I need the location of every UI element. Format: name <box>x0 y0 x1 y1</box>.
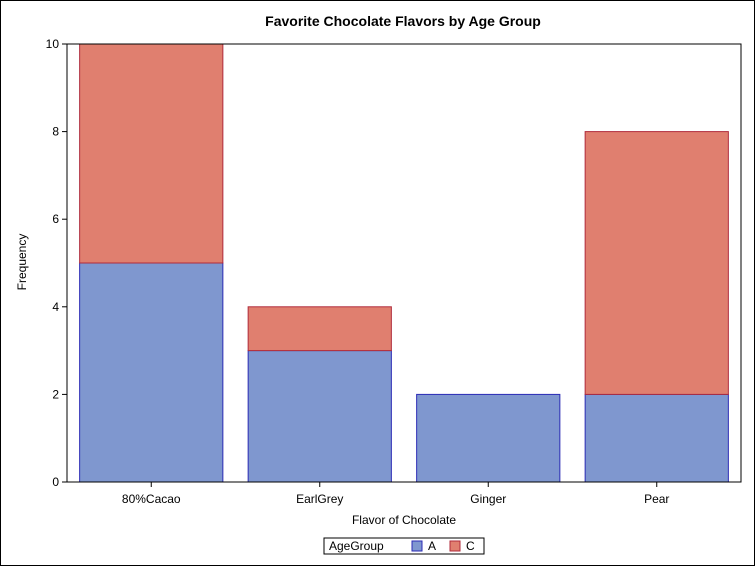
y-axis-label: Frequency <box>15 234 29 291</box>
bar-a-3 <box>584 393 729 483</box>
y-tick-label: 10 <box>46 37 60 51</box>
x-tick-label: EarlGrey <box>296 492 343 506</box>
bar-a-2 <box>416 393 561 483</box>
legend-box <box>323 537 485 555</box>
x-axis: 80%Cacao EarlGrey Ginger Pear <box>122 482 669 506</box>
y-tick-label: 0 <box>52 475 59 489</box>
x-tick-label: Ginger <box>470 492 506 506</box>
x-axis-label: Flavor of Chocolate <box>352 513 456 527</box>
legend-swatch-c <box>449 540 461 552</box>
y-tick-label: 8 <box>52 125 59 139</box>
legend-swatch-a <box>411 540 423 552</box>
bar-a-1 <box>247 350 392 483</box>
bar-c-3 <box>584 131 729 395</box>
bar-c-1 <box>247 306 392 352</box>
legend-label-a: A <box>428 539 436 553</box>
bar-a-0 <box>79 262 224 483</box>
y-tick-label: 4 <box>52 300 59 314</box>
bar-c-0 <box>79 43 224 264</box>
y-tick-label: 6 <box>52 212 59 226</box>
x-tick-label: 80%Cacao <box>122 492 181 506</box>
bars-group <box>79 43 729 483</box>
legend-label-c: C <box>466 539 475 553</box>
chart-title: Favorite Chocolate Flavors by Age Group <box>265 13 541 29</box>
y-axis: 0 2 4 6 8 10 <box>46 37 742 489</box>
legend-title: AgeGroup <box>329 539 384 553</box>
x-tick-label: Pear <box>644 492 669 506</box>
plot-frame <box>66 43 742 483</box>
y-tick-label: 2 <box>52 387 59 401</box>
legend: AgeGroup A C <box>323 537 485 555</box>
